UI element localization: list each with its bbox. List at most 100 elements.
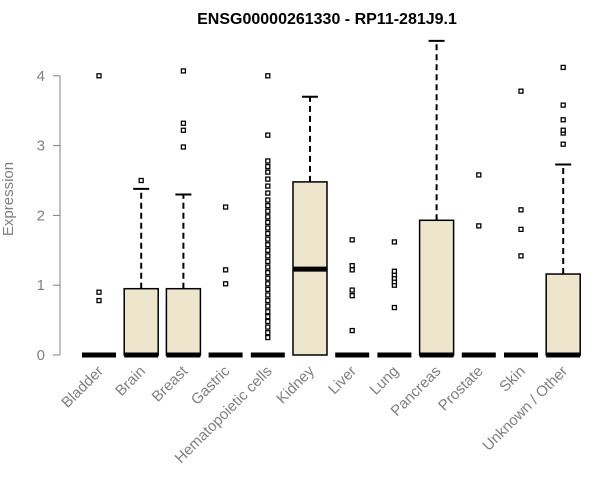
outlier-point xyxy=(265,297,271,304)
box-group xyxy=(123,177,159,358)
outlier-point xyxy=(180,68,187,74)
outlier-point xyxy=(265,214,271,220)
outlier-point xyxy=(560,102,566,108)
outlier-point xyxy=(265,269,271,276)
x-tick-label: Breast xyxy=(149,362,192,405)
outlier-point xyxy=(180,144,187,150)
outlier-point xyxy=(560,64,566,71)
outlier-point xyxy=(391,239,398,245)
outlier-point xyxy=(265,190,271,196)
box-group xyxy=(461,172,496,358)
box-group xyxy=(208,204,243,358)
outlier-point xyxy=(265,202,271,209)
outlier-point xyxy=(265,73,271,79)
box-group xyxy=(165,68,202,358)
box xyxy=(123,287,159,356)
outlier-point xyxy=(265,230,271,237)
outlier-point xyxy=(265,324,271,330)
x-tick-label: Prostate xyxy=(435,363,487,415)
box-group xyxy=(545,64,581,358)
outlier-point xyxy=(349,293,355,299)
outlier-point xyxy=(349,263,355,269)
outlier-point xyxy=(265,236,271,242)
outlier-point xyxy=(138,177,144,184)
outlier-point xyxy=(518,253,524,259)
outlier-point xyxy=(265,303,271,309)
box xyxy=(418,219,455,356)
outlier-point xyxy=(265,334,271,341)
x-tick-label: Liver xyxy=(325,363,360,398)
y-tick-label: 2 xyxy=(37,207,45,224)
outlier-point xyxy=(518,88,524,94)
outlier-point xyxy=(391,268,398,274)
outlier-point xyxy=(265,176,271,182)
outlier-point xyxy=(180,127,187,133)
y-tick-label: 3 xyxy=(37,138,45,155)
x-tick-label: Kidney xyxy=(273,362,318,407)
outlier-point xyxy=(265,169,271,175)
outlier-point xyxy=(265,286,271,293)
box-group xyxy=(292,95,328,356)
box xyxy=(545,273,581,356)
outlier-point xyxy=(265,219,271,226)
box-group xyxy=(250,73,285,358)
outlier-point xyxy=(265,309,271,315)
outlier-point xyxy=(265,247,271,253)
outlier-point xyxy=(96,289,102,295)
outlier-point xyxy=(349,267,355,273)
outlier-point xyxy=(96,73,102,79)
outlier-point xyxy=(518,226,524,233)
outlier-point xyxy=(265,281,271,287)
box-group xyxy=(335,237,370,358)
x-tick-label: Bladder xyxy=(58,363,107,412)
outlier-point xyxy=(476,172,482,178)
outlier-point xyxy=(265,132,271,138)
outlier-point xyxy=(518,207,524,213)
outlier-point xyxy=(265,258,271,265)
outlier-point xyxy=(96,297,102,304)
y-axis: 0 1 2 3 4 xyxy=(37,68,61,364)
outlier-point xyxy=(265,242,271,248)
box-group xyxy=(504,88,538,358)
y-tick-label: 0 xyxy=(37,347,45,364)
outlier-point xyxy=(265,183,271,189)
outlier-point xyxy=(265,197,271,203)
outlier-point xyxy=(560,117,566,123)
box xyxy=(165,287,202,356)
outlier-point xyxy=(349,287,355,293)
outlier-point xyxy=(265,163,271,170)
outlier-point xyxy=(222,204,229,210)
box-group xyxy=(377,239,412,358)
x-tick-label: Brain xyxy=(112,363,149,400)
outlier-point xyxy=(560,127,566,133)
outlier-point xyxy=(349,327,355,334)
outlier-point xyxy=(265,253,271,259)
outlier-point xyxy=(265,264,271,270)
chart-title: ENSG00000261330 - RP11-281J9.1 xyxy=(197,11,457,28)
outlier-point xyxy=(265,313,271,320)
outlier-point xyxy=(222,281,229,287)
outlier-point xyxy=(476,223,482,229)
y-tick-label: 4 xyxy=(37,68,45,85)
outlier-point xyxy=(265,158,271,164)
y-tick-label: 1 xyxy=(37,277,45,294)
outlier-point xyxy=(222,267,229,273)
outlier-point xyxy=(391,304,398,311)
box-group xyxy=(418,39,455,358)
outlier-point xyxy=(265,330,271,336)
box-group xyxy=(82,73,116,358)
outlier-point xyxy=(265,275,271,281)
outlier-point xyxy=(560,141,566,147)
outlier-point xyxy=(265,208,271,214)
x-tick-label: Skin xyxy=(496,363,529,396)
outlier-point xyxy=(265,318,271,325)
outlier-point xyxy=(265,292,271,298)
outlier-point xyxy=(265,225,271,231)
outlier-point xyxy=(180,120,187,126)
box-plot-series xyxy=(82,39,581,358)
x-tick-label: Lung xyxy=(367,363,403,399)
y-axis-label: Expression xyxy=(0,162,17,236)
outlier-point xyxy=(349,237,355,243)
